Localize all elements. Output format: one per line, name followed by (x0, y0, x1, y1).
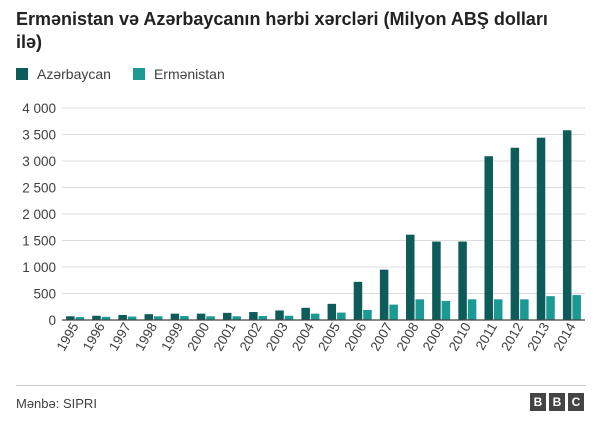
bar-azerbaijan (510, 147, 520, 320)
legend-label-azerbaijan: Azərbaycan (37, 66, 111, 82)
bbc-logo-letter: B (549, 393, 565, 411)
bar-azerbaijan (249, 312, 258, 320)
bar-azerbaijan (92, 315, 101, 320)
bar-azerbaijan (379, 269, 389, 320)
bar-armenia (180, 316, 189, 320)
y-tick-label: 1 000 (22, 260, 56, 275)
x-tick-label: 1998 (132, 320, 160, 354)
x-tick-label: 2004 (289, 320, 317, 354)
x-tick-label: 2009 (420, 320, 448, 354)
bbc-logo-letter: C (568, 393, 584, 411)
x-tick-label: 1995 (54, 320, 82, 354)
legend: Azərbaycan Ermənistan (16, 66, 247, 82)
bar-azerbaijan (406, 234, 415, 320)
bbc-logo-letter: B (530, 393, 546, 411)
x-tick-label: 2007 (367, 320, 395, 354)
x-tick-label: 1999 (158, 320, 186, 354)
bar-azerbaijan (562, 130, 572, 320)
x-tick-label: 2014 (551, 320, 579, 354)
x-tick-label: 2010 (446, 320, 474, 354)
y-tick-label: 2 000 (22, 207, 56, 222)
bar-azerbaijan (275, 310, 284, 320)
source-note: Mənbə: SIPRI (16, 396, 97, 411)
y-tick-label: 3 500 (22, 128, 56, 143)
bar-azerbaijan (536, 137, 546, 320)
bar-azerbaijan (66, 316, 75, 320)
x-tick-label: 2005 (315, 320, 343, 354)
chart-title: Ermənistan və Azərbaycanın hərbi xərclər… (16, 9, 548, 52)
bar-armenia (337, 312, 346, 320)
bar-armenia (127, 316, 137, 320)
bar-armenia (467, 299, 477, 320)
legend-label-armenia: Ermənistan (153, 66, 225, 82)
x-tick-label: 2000 (184, 320, 212, 354)
x-tick-label: 2011 (473, 320, 501, 353)
bar-chart: 0 500 1 000 1 500 2 000 2 500 3 000 3 500 4 000 1… (22, 101, 585, 354)
x-tick-label: 1996 (80, 320, 108, 354)
bar-armenia (441, 300, 451, 320)
bar-armenia (415, 299, 425, 320)
x-tick-label: 2006 (341, 320, 369, 354)
x-tick-label: 2003 (263, 320, 291, 354)
footer-divider (16, 385, 586, 386)
bar-armenia (546, 296, 555, 320)
bar-azerbaijan (484, 156, 493, 320)
y-tick-label: 1 500 (22, 234, 56, 249)
bar-armenia (284, 315, 294, 320)
bar-azerbaijan (222, 312, 232, 320)
bar-azerbaijan (118, 314, 127, 320)
bar-armenia (154, 316, 163, 320)
bar-azerbaijan (353, 281, 363, 320)
bar-armenia (206, 316, 215, 320)
legend-swatch-azerbaijan (16, 68, 28, 80)
x-tick-label: 2012 (498, 320, 526, 354)
y-tick-label: 4 000 (22, 101, 56, 116)
legend-item-armenia: Ermənistan (132, 66, 225, 82)
bar-armenia (310, 313, 320, 320)
bar-azerbaijan (144, 314, 154, 320)
bbc-logo: B B C (527, 393, 584, 411)
bar-azerbaijan (432, 241, 441, 320)
y-tick-label: 500 (33, 287, 56, 302)
x-tick-label: 2002 (237, 320, 265, 354)
y-tick-label: 0 (48, 313, 56, 328)
y-tick-label: 2 500 (22, 181, 56, 196)
bar-armenia (232, 316, 241, 320)
bar-armenia (520, 299, 529, 320)
x-tick-label: 2001 (211, 320, 239, 354)
bar-armenia (258, 316, 268, 320)
bar-armenia (493, 299, 503, 320)
bar-armenia (75, 317, 85, 320)
bar-azerbaijan (196, 313, 206, 320)
y-tick-label: 3 000 (22, 154, 56, 169)
bar-azerbaijan (327, 303, 337, 320)
bar-azerbaijan (301, 307, 310, 320)
bar-armenia (389, 304, 398, 320)
bar-armenia (572, 295, 581, 320)
x-tick-label: 2013 (524, 320, 552, 354)
bar-azerbaijan (458, 241, 467, 320)
x-tick-label: 1997 (106, 320, 134, 354)
bar-armenia (101, 316, 111, 320)
legend-swatch-armenia (132, 68, 145, 80)
bar-azerbaijan (170, 313, 180, 320)
x-tick-label: 2008 (394, 320, 422, 354)
legend-item-azerbaijan: Azərbaycan (16, 66, 111, 82)
bar-armenia (363, 309, 372, 320)
